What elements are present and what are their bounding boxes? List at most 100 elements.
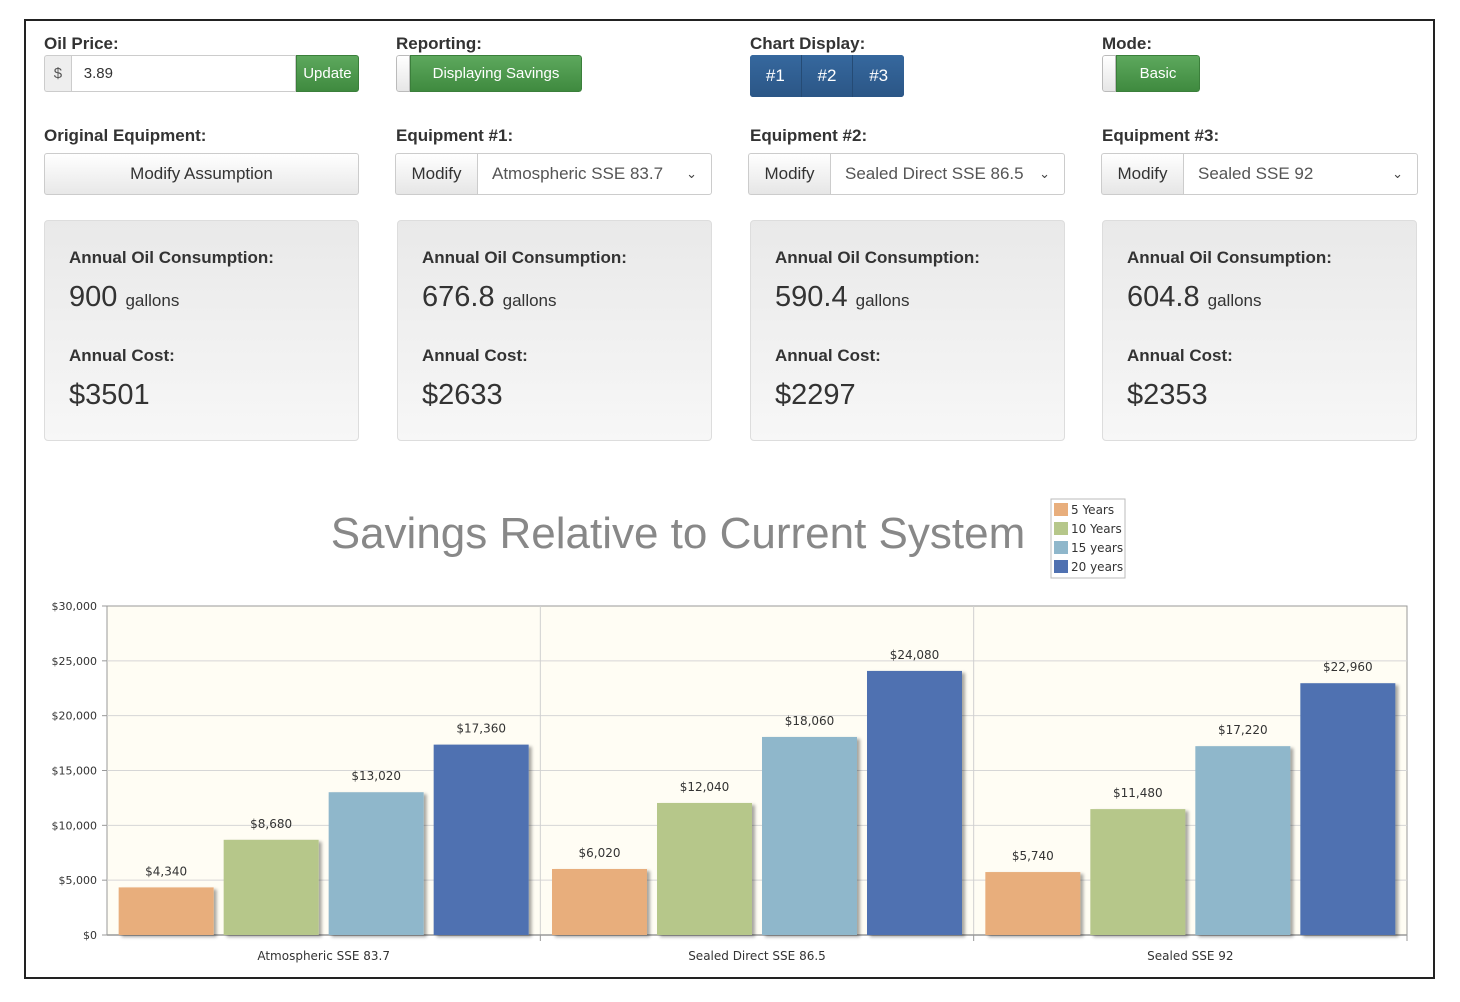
- bar-data-label: $5,740: [1012, 849, 1054, 863]
- modify-equipment-1-button[interactable]: Modify: [395, 153, 477, 195]
- equipment-2-label: Equipment #2:: [750, 126, 868, 145]
- y-tick-label: $5,000: [59, 874, 98, 887]
- equipment-1-selected: Atmospheric SSE 83.7: [492, 164, 664, 183]
- bar: [118, 887, 214, 935]
- consumption-label: Annual Oil Consumption:: [1127, 248, 1332, 267]
- bar: [433, 744, 529, 935]
- cost-value: $3501: [69, 379, 150, 411]
- basic-mode-button[interactable]: Basic: [1116, 55, 1200, 92]
- modify-equipment-3-button[interactable]: Modify: [1101, 153, 1183, 195]
- cost-label: Annual Cost:: [422, 346, 528, 365]
- consumption-label: Annual Oil Consumption:: [69, 248, 274, 267]
- bar: [328, 792, 424, 935]
- y-tick-label: $20,000: [52, 710, 98, 723]
- consumption-value: 604.8 gallons: [1127, 281, 1262, 313]
- equipment-3-select[interactable]: Sealed SSE 92 ⌄: [1183, 153, 1418, 195]
- savings-chart: Savings Relative to Current System 5 Yea…: [52, 498, 1408, 963]
- oil-price-label: Oil Price:: [44, 34, 119, 53]
- bar: [657, 802, 752, 935]
- bar: [1195, 746, 1291, 935]
- cost-label: Annual Cost:: [1127, 346, 1233, 365]
- bar-data-label: $11,480: [1113, 786, 1163, 800]
- chevron-down-icon: ⌄: [1392, 166, 1403, 181]
- bar: [1300, 683, 1396, 935]
- equipment-3-label: Equipment #3:: [1102, 126, 1220, 145]
- equipment-1-summary-card: Annual Oil Consumption: 676.8 gallons An…: [397, 220, 712, 441]
- legend-entry: 15 years: [1071, 541, 1123, 555]
- cost-label: Annual Cost:: [775, 346, 881, 365]
- bar: [762, 736, 857, 935]
- mode-label: Mode:: [1102, 34, 1153, 53]
- original-equipment-label: Original Equipment:: [44, 126, 207, 145]
- x-category-label: Sealed Direct SSE 86.5: [688, 949, 826, 963]
- chart-display-1-button[interactable]: #1: [750, 55, 802, 97]
- bar-data-label: $22,960: [1323, 660, 1373, 674]
- bar: [552, 868, 647, 935]
- consumption-value: 900 gallons: [69, 281, 180, 313]
- x-category-label: Atmospheric SSE 83.7: [257, 949, 390, 963]
- bar-data-label: $24,080: [890, 648, 940, 662]
- chart-legend: 5 Years 10 Years 15 years 20 years: [1050, 498, 1126, 579]
- legend-entry: 10 Years: [1071, 522, 1122, 536]
- bar-data-label: $6,020: [579, 846, 621, 860]
- bar-data-label: $18,060: [785, 714, 835, 728]
- modify-equipment-2-button[interactable]: Modify: [748, 153, 830, 195]
- reporting-label: Reporting:: [396, 34, 482, 53]
- chevron-down-icon: ⌄: [1039, 166, 1050, 181]
- bar: [867, 670, 962, 935]
- x-category-label: Sealed SSE 92: [1147, 949, 1233, 963]
- cost-value: $2633: [422, 379, 503, 411]
- cost-value: $2353: [1127, 379, 1208, 411]
- y-tick-label: $0: [83, 929, 97, 942]
- cost-value: $2297: [775, 379, 856, 411]
- equipment-1-label: Equipment #1:: [396, 126, 514, 145]
- equipment-3-selected: Sealed SSE 92: [1198, 164, 1314, 183]
- chart-display-label: Chart Display:: [750, 34, 866, 53]
- consumption-label: Annual Oil Consumption:: [422, 248, 627, 267]
- equipment-3-summary-card: Annual Oil Consumption: 604.8 gallons An…: [1102, 220, 1417, 441]
- chart-display-3-button[interactable]: #3: [853, 55, 904, 97]
- bar-data-label: $4,340: [145, 864, 187, 878]
- bar-data-label: $13,020: [351, 769, 401, 783]
- chart-display-group: #1 #2 #3: [750, 55, 904, 97]
- bar-data-label: $12,040: [680, 780, 730, 794]
- equipment-3-group: Modify Sealed SSE 92 ⌄: [1101, 153, 1418, 195]
- mode-toggle[interactable]: Basic: [1102, 55, 1200, 92]
- update-button[interactable]: Update: [295, 55, 359, 92]
- equipment-2-group: Modify Sealed Direct SSE 86.5 ⌄: [748, 153, 1065, 195]
- consumption-value: 676.8 gallons: [422, 281, 557, 313]
- legend-entry: 5 Years: [1071, 503, 1114, 517]
- legend-swatch: [1054, 560, 1068, 573]
- legend-swatch: [1054, 522, 1068, 535]
- equipment-2-summary-card: Annual Oil Consumption: 590.4 gallons An…: [750, 220, 1065, 441]
- bar-data-label: $17,220: [1218, 723, 1268, 737]
- chart-title: Savings Relative to Current System: [331, 509, 1026, 558]
- toggle-handle[interactable]: [396, 55, 410, 92]
- equipment-1-group: Modify Atmospheric SSE 83.7 ⌄: [395, 153, 712, 195]
- modify-assumption-button[interactable]: Modify Assumption: [44, 153, 359, 195]
- chart-plot-area: $0 $5,000 $10,000 $15,000 $20,000 $25,000 $30,…: [52, 600, 1408, 963]
- consumption-label: Annual Oil Consumption:: [775, 248, 980, 267]
- displaying-savings-button[interactable]: Displaying Savings: [410, 55, 582, 92]
- equipment-2-selected: Sealed Direct SSE 86.5: [845, 164, 1024, 183]
- cost-label: Annual Cost:: [69, 346, 175, 365]
- bar: [1090, 809, 1186, 935]
- currency-addon: $: [44, 55, 71, 92]
- bar-data-label: $8,680: [250, 817, 292, 831]
- y-tick-label: $10,000: [52, 819, 98, 832]
- legend-swatch: [1054, 503, 1068, 516]
- original-summary-card: Annual Oil Consumption: 900 gallons Annu…: [44, 220, 359, 441]
- oil-price-group: $ Update: [44, 55, 359, 92]
- equipment-2-select[interactable]: Sealed Direct SSE 86.5 ⌄: [830, 153, 1065, 195]
- y-tick-label: $25,000: [52, 655, 98, 668]
- toggle-handle[interactable]: [1102, 55, 1116, 92]
- equipment-1-select[interactable]: Atmospheric SSE 83.7 ⌄: [477, 153, 712, 195]
- reporting-toggle[interactable]: Displaying Savings: [396, 55, 582, 92]
- y-tick-label: $15,000: [52, 765, 98, 778]
- legend-entry: 20 years: [1071, 560, 1123, 574]
- legend-swatch: [1054, 541, 1068, 554]
- consumption-value: 590.4 gallons: [775, 281, 910, 313]
- chart-display-2-button[interactable]: #2: [801, 55, 854, 97]
- oil-price-input[interactable]: [70, 55, 296, 92]
- y-tick-label: $30,000: [52, 600, 98, 613]
